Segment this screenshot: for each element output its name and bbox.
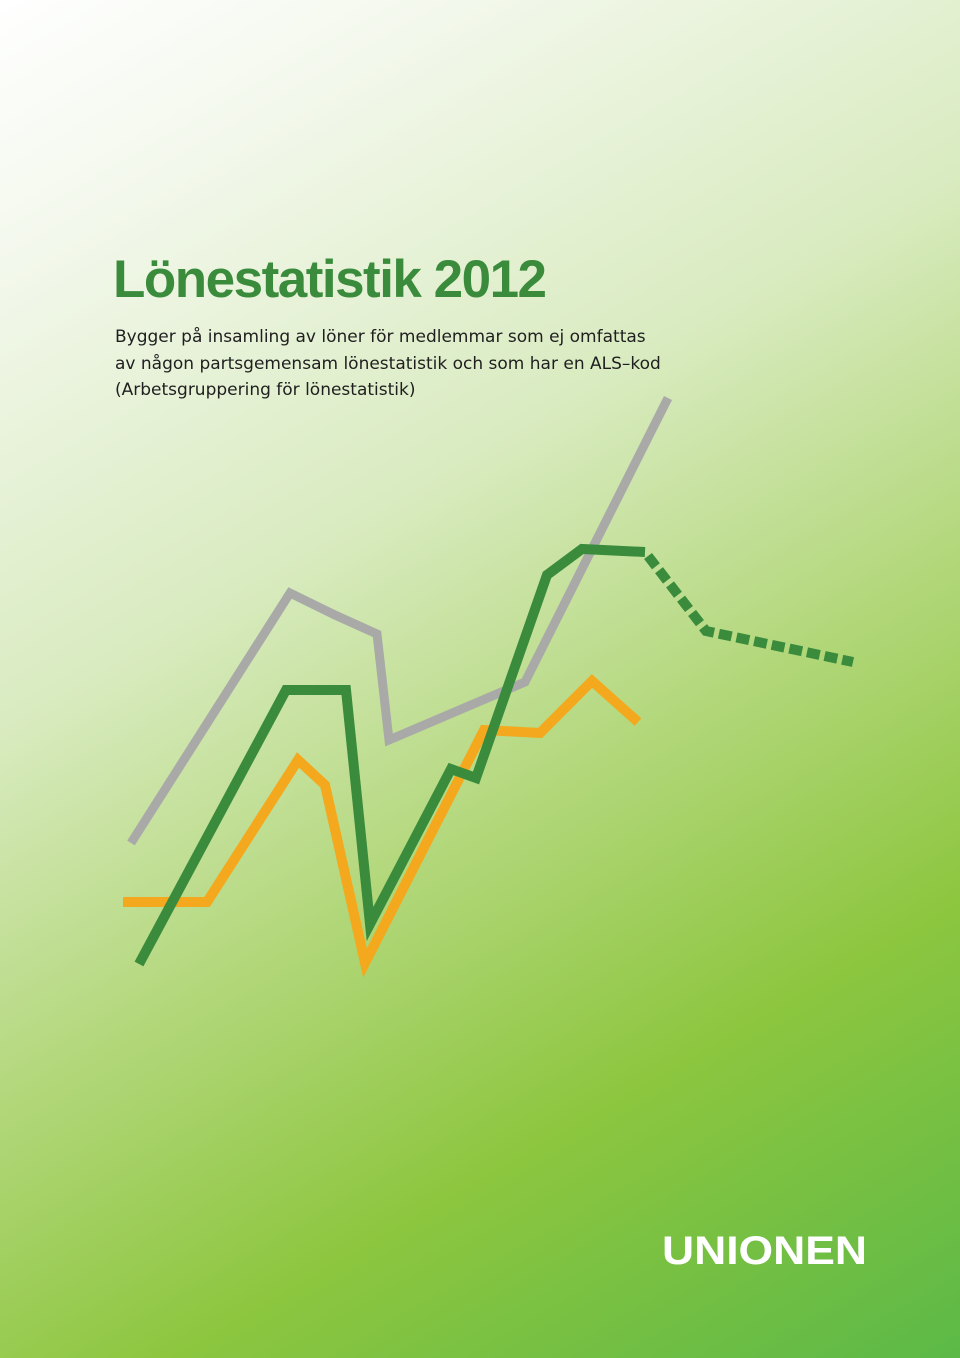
decor-line-orange <box>123 674 642 978</box>
document-subtitle: Bygger på insamling av löner för medlemm… <box>115 324 735 404</box>
subtitle-line-2: av någon partsgemensam lönestatistik och… <box>115 353 661 374</box>
subtitle-line-1: Bygger på insamling av löner för medlemm… <box>115 327 646 347</box>
unionen-logo: UNIONEN <box>662 1229 867 1270</box>
decor-line-green-dashed <box>644 552 855 667</box>
document-title: Lönestatistik 2012 <box>113 250 547 309</box>
unionen-logo-text: UNIONEN <box>662 1229 867 1270</box>
decor-line-green <box>134 543 646 967</box>
decor-line-gray <box>127 395 673 846</box>
subtitle-line-3: (Arbetsgruppering för lönestatistik) <box>115 380 416 400</box>
